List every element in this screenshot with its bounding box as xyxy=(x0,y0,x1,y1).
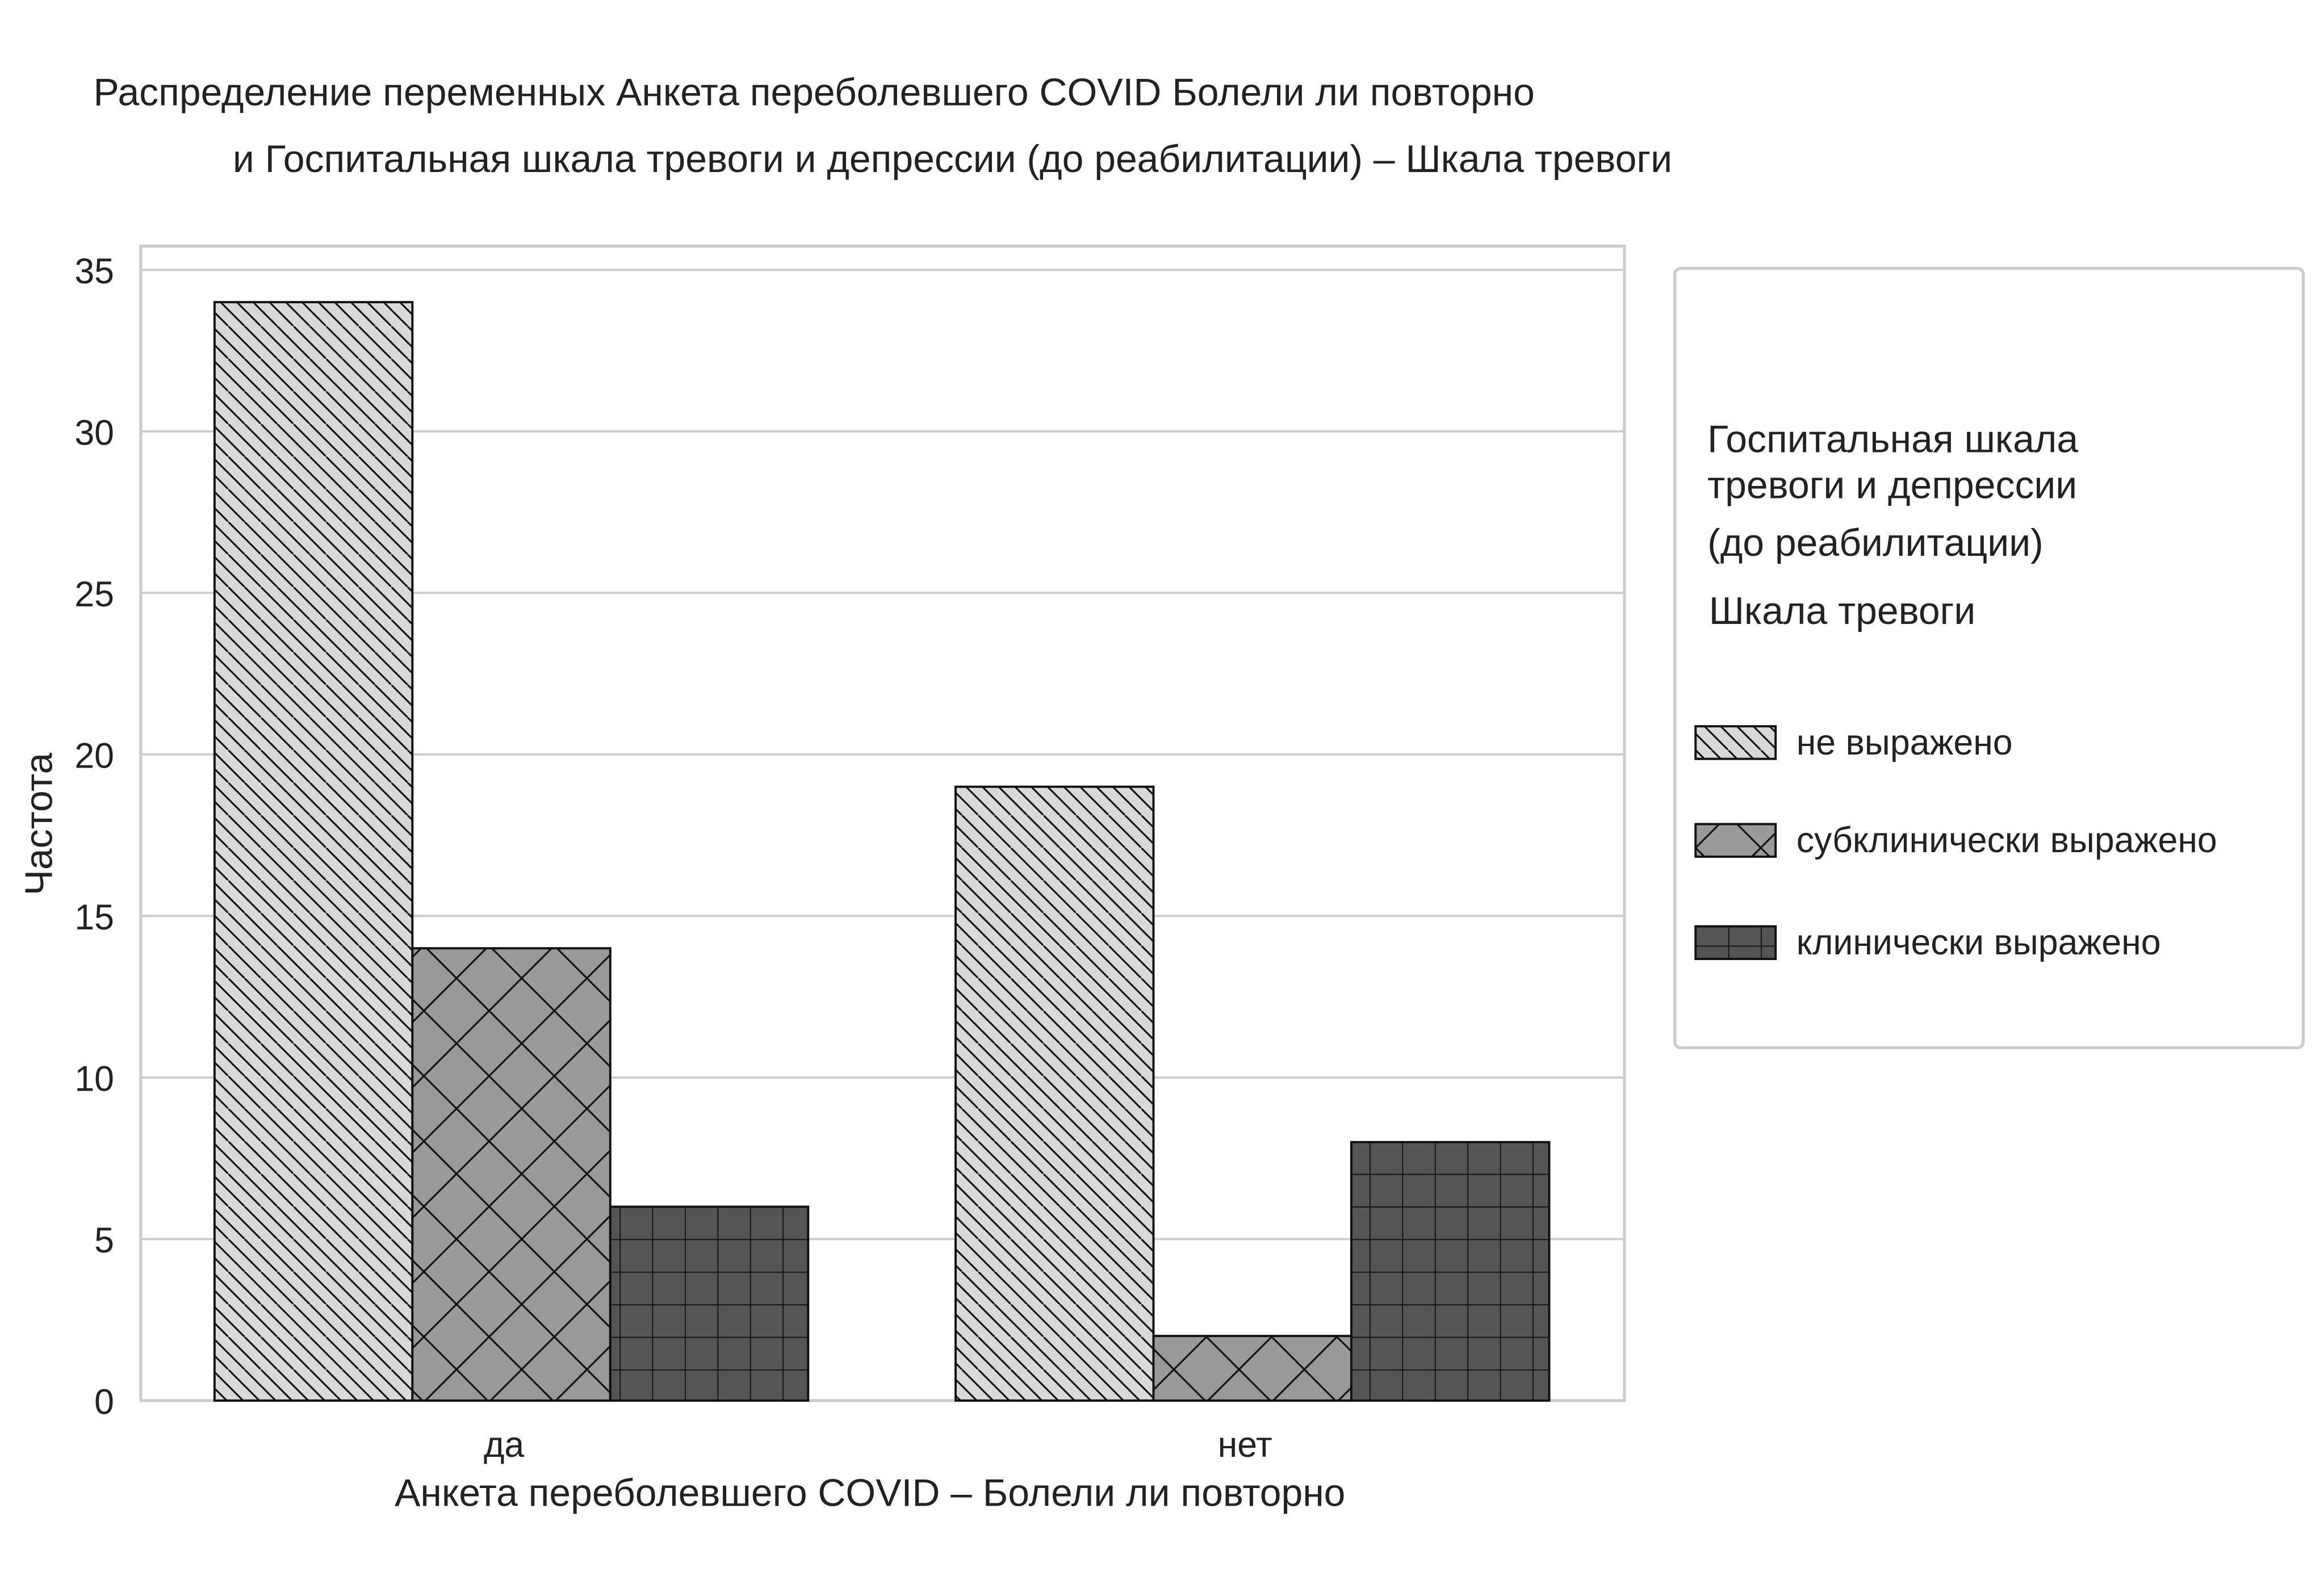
legend-swatch-1 xyxy=(1694,823,1777,858)
legend-label: клинически выражено xyxy=(1797,923,2161,962)
y-axis-label: Частота xyxy=(18,753,60,896)
y-tick-label: 35 xyxy=(74,252,114,291)
x-tick-label: нет xyxy=(1218,1425,1272,1465)
legend-box xyxy=(1673,267,2305,1050)
y-tick-label: 20 xyxy=(74,736,114,776)
legend-title-line1: Госпитальная шкала xyxy=(1707,418,2078,460)
legend-swatch-2 xyxy=(1694,925,1777,961)
y-axis-ticks: 0 5 10 15 20 25 30 35 xyxy=(74,252,114,1422)
x-tick-label: да xyxy=(484,1425,525,1465)
legend-title-line2: тревоги и депрессии xyxy=(1707,464,2077,506)
y-tick-label: 10 xyxy=(74,1059,114,1099)
legend-label: субклинически выражено xyxy=(1797,820,2217,860)
bar-да-2 xyxy=(609,1205,810,1402)
bar-нет-0 xyxy=(954,785,1155,1402)
y-tick-label: 5 xyxy=(94,1221,114,1260)
legend: Госпитальная шкала тревоги и депрессии (… xyxy=(1673,267,2305,1050)
y-tick-label: 30 xyxy=(74,413,114,452)
bar-нет-2 xyxy=(1350,1141,1551,1402)
chart-title-line2: и Госпитальная шкала тревоги и депрессии… xyxy=(233,138,1672,181)
y-tick-label: 25 xyxy=(74,575,114,614)
bars xyxy=(213,301,1551,1402)
legend-label: не выражено xyxy=(1797,723,2013,762)
x-axis-ticks: да нет xyxy=(484,1425,1272,1465)
bar-да-0 xyxy=(213,301,414,1402)
legend-swatch-0 xyxy=(1694,725,1777,760)
bar-нет-1 xyxy=(1152,1335,1352,1402)
legend-title-line4: Шкала тревоги xyxy=(1709,590,1976,632)
x-axis-label: Анкета переболевшего COVID – Болели ли п… xyxy=(395,1472,1345,1514)
legend-title-line3: (до реабилитации) xyxy=(1707,522,2044,564)
bar-да-1 xyxy=(411,947,612,1402)
y-tick-label: 0 xyxy=(94,1382,114,1422)
y-tick-label: 15 xyxy=(74,898,114,937)
plot-frame xyxy=(139,244,1626,1402)
chart-title-line1: Распределение переменных Анкета переболе… xyxy=(93,72,1534,114)
